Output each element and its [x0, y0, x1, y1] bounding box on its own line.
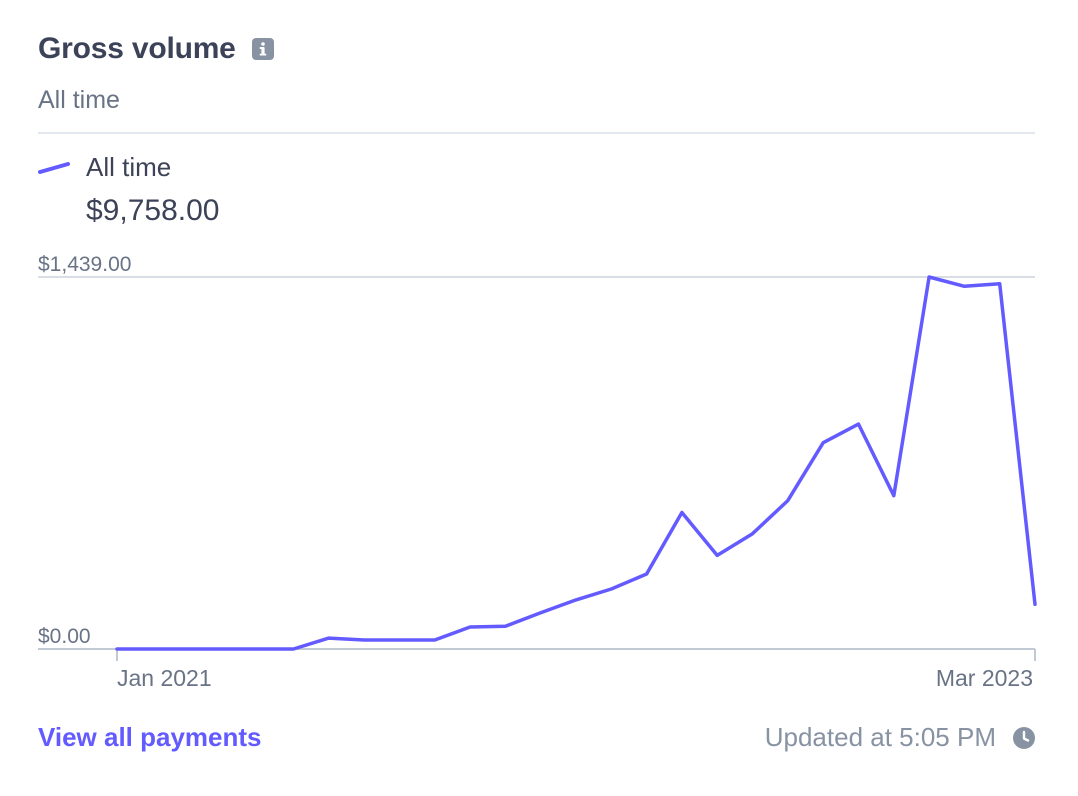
- clock-icon: [1013, 726, 1035, 749]
- gross-volume-chart: $1,439.00 $0.00 Jan 2021 Mar 2023: [38, 253, 1037, 691]
- series-line-all-time: [115, 275, 1037, 651]
- card-title: Gross volume: [38, 32, 236, 65]
- view-all-payments-link[interactable]: View all payments: [38, 722, 262, 752]
- data-point-3: [221, 647, 225, 651]
- title-row: Gross volume: [38, 32, 274, 66]
- x-tick-label-start: Jan 2021: [117, 665, 212, 691]
- data-point-9: [433, 638, 437, 642]
- updated-status: Updated at 5:05 PM: [765, 722, 1036, 753]
- legend-label: All time: [86, 152, 172, 182]
- header-divider: [38, 132, 1035, 134]
- data-point-2: [186, 647, 190, 651]
- data-point-19: [786, 499, 790, 503]
- data-point-24: [962, 284, 966, 288]
- data-point-16: [680, 511, 684, 515]
- updated-text: Updated at 5:05 PM: [764, 722, 996, 752]
- data-point-10: [468, 625, 472, 629]
- data-point-1: [150, 647, 154, 651]
- data-point-12: [539, 611, 543, 615]
- data-point-21: [857, 422, 861, 426]
- data-point-22: [892, 494, 896, 498]
- data-point-0: [115, 647, 119, 651]
- data-point-6: [327, 636, 331, 640]
- data-point-23: [927, 275, 931, 279]
- legend-swatch-icon: [38, 161, 70, 174]
- y-tick-label-max: $1,439.00: [38, 253, 131, 276]
- data-point-26: [1033, 602, 1037, 606]
- data-point-7: [362, 638, 366, 642]
- data-point-25: [998, 282, 1002, 286]
- data-point-8: [398, 638, 402, 642]
- info-icon[interactable]: [251, 38, 274, 60]
- data-point-15: [645, 572, 649, 576]
- data-point-17: [715, 553, 719, 557]
- total-value: $9,758.00: [86, 194, 220, 227]
- data-point-18: [751, 532, 755, 536]
- data-point-5: [292, 647, 296, 651]
- card-subtitle: All time: [38, 86, 120, 114]
- data-point-4: [256, 647, 260, 651]
- data-point-14: [609, 587, 613, 591]
- data-point-11: [503, 624, 507, 628]
- legend-entry: All time: [38, 152, 171, 183]
- data-point-20: [821, 441, 825, 445]
- x-tick-label-end: Mar 2023: [936, 665, 1033, 691]
- y-tick-label-min: $0.00: [38, 625, 91, 648]
- data-point-13: [574, 598, 578, 602]
